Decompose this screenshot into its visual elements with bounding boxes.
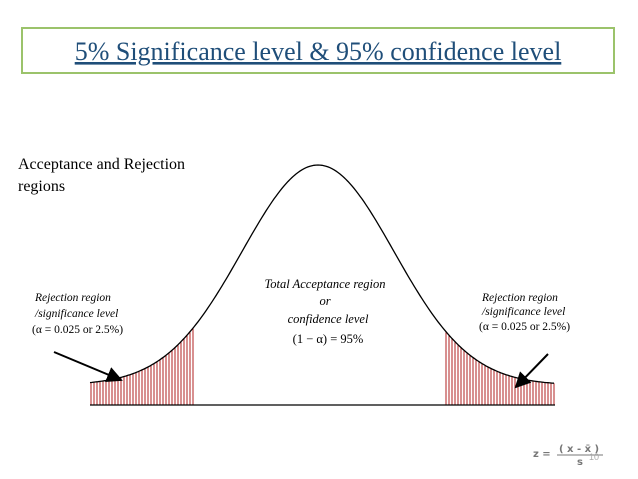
label-line: or bbox=[319, 294, 330, 308]
label-line: (α = 0.025 or 2.5%) bbox=[32, 324, 123, 336]
center-label: Total Acceptance region or confidence le… bbox=[264, 277, 385, 346]
left-arrow bbox=[53, 351, 123, 382]
rejection-hatch bbox=[90, 328, 555, 405]
heading: Acceptance and Rejection regions bbox=[18, 156, 186, 195]
label-line: Rejection region bbox=[481, 292, 558, 304]
title: 5% Significance level & 95% confidence l… bbox=[75, 37, 562, 66]
label-line: /significance level bbox=[34, 308, 118, 320]
label-line: confidence level bbox=[288, 312, 369, 326]
formula-numerator: ( x - x̄ ) bbox=[559, 444, 599, 455]
right-label: Rejection region /significance level (α … bbox=[479, 292, 570, 333]
normal-curve bbox=[89, 164, 555, 384]
title-box bbox=[21, 27, 615, 74]
formula-denominator: s bbox=[577, 457, 583, 468]
right-arrow bbox=[514, 353, 549, 389]
formula-lhs: z = bbox=[533, 449, 551, 460]
label-line: Rejection region bbox=[34, 292, 111, 304]
label-line: /significance level bbox=[481, 306, 565, 318]
page-number: 10 bbox=[589, 452, 599, 462]
left-label: Rejection region /significance level (α … bbox=[32, 292, 123, 336]
label-line: (α = 0.025 or 2.5%) bbox=[479, 321, 570, 333]
label-line: Total Acceptance region bbox=[264, 277, 385, 291]
label-line: (1 − α) = 95% bbox=[293, 332, 364, 346]
formula: z = ( x - x̄ ) s bbox=[533, 444, 603, 468]
